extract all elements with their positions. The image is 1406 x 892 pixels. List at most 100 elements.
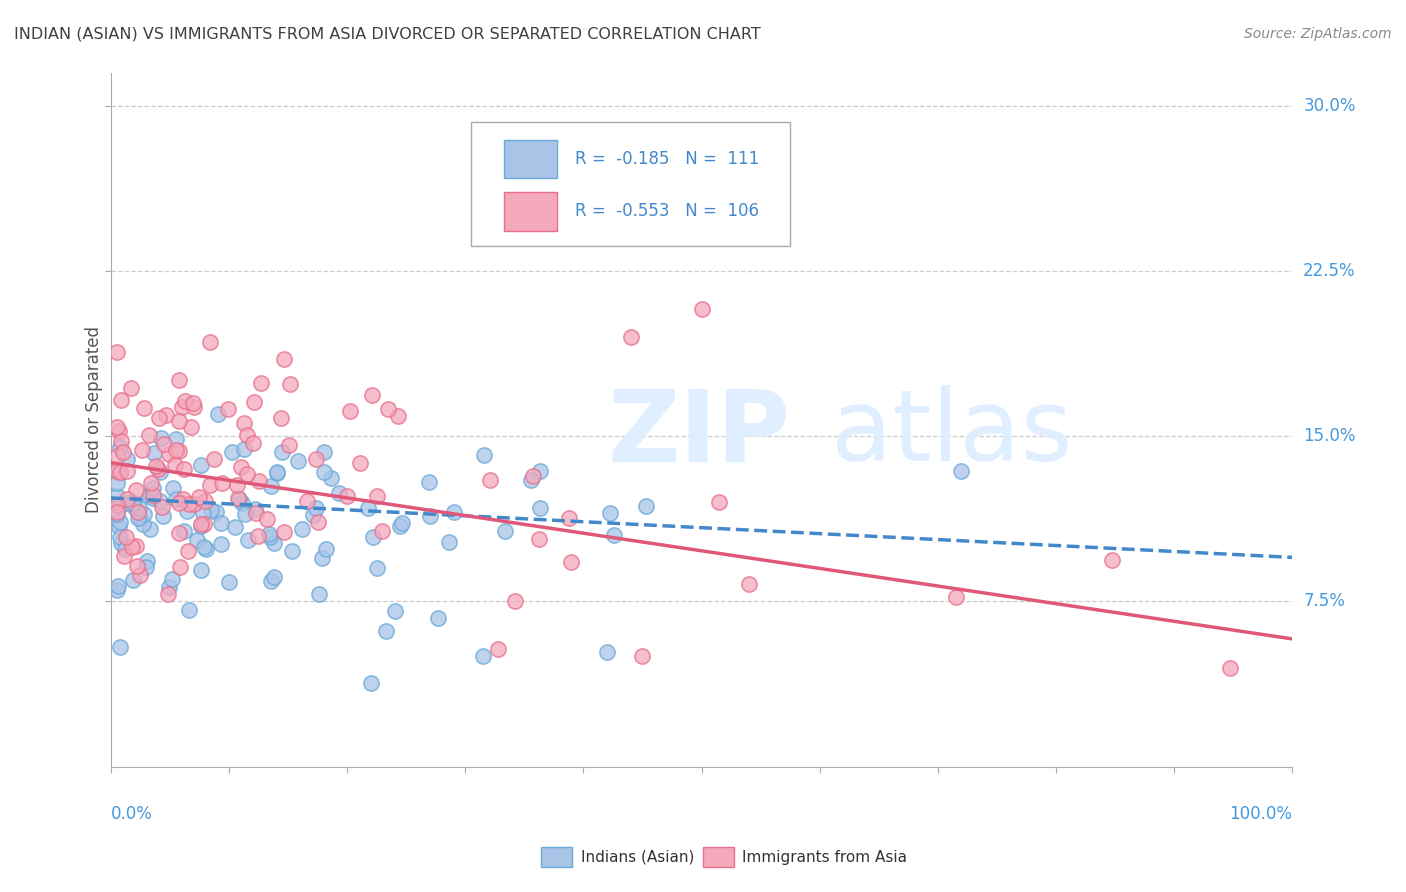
Point <box>193 516 215 531</box>
Point <box>360 676 382 690</box>
Point <box>266 467 288 481</box>
Point <box>110 640 132 654</box>
Point <box>229 460 252 475</box>
Point <box>202 451 225 466</box>
Point <box>259 530 281 544</box>
Point <box>177 603 200 617</box>
Point <box>138 489 160 503</box>
FancyBboxPatch shape <box>471 121 790 246</box>
Point <box>311 551 333 566</box>
Point <box>121 540 143 554</box>
Point <box>375 624 398 639</box>
Point <box>105 419 128 434</box>
Point <box>110 499 132 513</box>
Point <box>599 507 621 521</box>
Point <box>177 497 200 511</box>
Point <box>105 507 128 521</box>
Point <box>270 411 292 425</box>
Text: 15.0%: 15.0% <box>1303 427 1355 445</box>
Point <box>111 445 134 459</box>
Point <box>690 301 713 316</box>
Point <box>169 443 191 458</box>
Point <box>232 416 254 430</box>
Point <box>169 496 191 510</box>
Point <box>173 462 195 476</box>
Point <box>233 507 256 521</box>
Point <box>366 489 388 503</box>
Point <box>152 508 174 523</box>
Text: INDIAN (ASIAN) VS IMMIGRANTS FROM ASIA DIVORCED OR SEPARATED CORRELATION CHART: INDIAN (ASIAN) VS IMMIGRANTS FROM ASIA D… <box>14 27 761 42</box>
Point <box>128 501 150 516</box>
Point <box>135 560 157 574</box>
Point <box>112 549 135 563</box>
Point <box>209 537 232 551</box>
Point <box>387 409 409 424</box>
Point <box>115 451 138 466</box>
Point <box>384 604 406 618</box>
Point <box>174 394 197 409</box>
Point <box>257 526 280 541</box>
Point <box>620 330 643 344</box>
Point <box>176 504 198 518</box>
Point <box>474 448 496 462</box>
Point <box>150 431 173 445</box>
Point <box>165 432 187 446</box>
Point <box>478 473 501 487</box>
Point <box>439 534 461 549</box>
Point <box>128 568 150 582</box>
Point <box>105 449 128 463</box>
FancyBboxPatch shape <box>505 140 557 178</box>
Point <box>224 520 246 534</box>
Point <box>486 641 509 656</box>
Point <box>273 352 295 367</box>
Point <box>247 529 270 543</box>
Point <box>139 475 162 490</box>
Point <box>148 411 170 425</box>
Point <box>388 519 411 533</box>
Point <box>190 563 212 577</box>
Point <box>236 533 259 547</box>
Text: 30.0%: 30.0% <box>1303 97 1355 115</box>
Point <box>173 524 195 538</box>
Text: 0.0%: 0.0% <box>111 805 153 823</box>
Point <box>159 447 181 461</box>
Point <box>107 425 129 439</box>
Point <box>200 503 222 517</box>
Point <box>243 501 266 516</box>
Point <box>110 393 132 408</box>
Point <box>169 559 191 574</box>
Point <box>117 496 139 510</box>
Point <box>233 442 256 456</box>
Point <box>167 373 190 387</box>
Point <box>136 554 159 568</box>
Point <box>128 511 150 525</box>
Point <box>529 464 551 478</box>
Point <box>291 522 314 536</box>
Point <box>211 516 233 530</box>
Point <box>195 541 218 556</box>
Point <box>287 454 309 468</box>
Point <box>121 496 143 510</box>
Point <box>108 440 131 454</box>
Point <box>263 536 285 550</box>
Point <box>145 458 167 473</box>
Point <box>122 574 145 588</box>
Point <box>527 532 550 546</box>
Text: Source: ZipAtlas.com: Source: ZipAtlas.com <box>1244 27 1392 41</box>
Point <box>108 515 131 529</box>
Point <box>124 500 146 515</box>
Point <box>120 381 142 395</box>
Point <box>198 478 221 492</box>
Point <box>190 516 212 531</box>
Point <box>125 559 148 574</box>
Point <box>187 490 209 504</box>
Point <box>149 494 172 508</box>
Point <box>115 491 138 506</box>
Point <box>305 452 328 467</box>
Point <box>127 505 149 519</box>
Text: atlas: atlas <box>831 385 1073 483</box>
Point <box>357 500 380 515</box>
Point <box>443 505 465 519</box>
Point <box>114 542 136 557</box>
Point <box>278 376 301 391</box>
